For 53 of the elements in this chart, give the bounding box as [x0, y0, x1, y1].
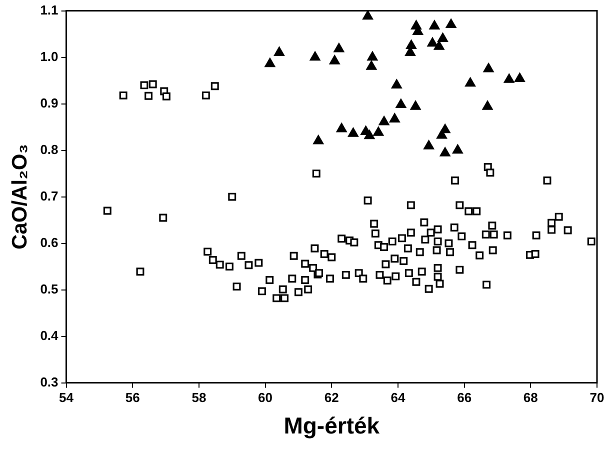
point	[364, 130, 375, 140]
y-tick-label: 0.9	[40, 95, 58, 110]
point	[424, 140, 434, 150]
y-axis-title: CaO/Al₂O₃	[8, 144, 32, 250]
point	[482, 100, 493, 110]
point	[362, 10, 373, 20]
point	[465, 78, 476, 87]
point	[436, 130, 447, 139]
x-tick-label: 54	[59, 390, 74, 406]
y-tick-label: 0.4	[40, 328, 60, 343]
point	[483, 63, 494, 72]
point	[392, 79, 402, 88]
x-axis-title: Mg-érték	[284, 412, 380, 439]
point	[440, 147, 450, 156]
x-tick-label: 70	[590, 390, 604, 406]
y-tick-label: 0.7	[40, 188, 58, 204]
x-tick-label: 66	[457, 390, 472, 406]
point	[373, 126, 384, 136]
point	[274, 46, 284, 56]
x-tick-label: 60	[258, 390, 273, 406]
point	[406, 40, 416, 49]
x-tick-label: 68	[523, 390, 538, 406]
point	[367, 52, 378, 61]
point	[410, 100, 421, 110]
point	[334, 43, 344, 52]
x-tick-label: 58	[192, 390, 206, 406]
point	[514, 72, 525, 82]
point	[446, 18, 456, 28]
point	[429, 20, 440, 30]
point	[264, 58, 276, 68]
point	[452, 144, 463, 154]
y-tick-label: 0.5	[40, 281, 58, 296]
point	[366, 60, 377, 70]
y-tick-label: 0.8	[40, 142, 58, 157]
point	[313, 135, 324, 144]
point	[427, 38, 438, 47]
point	[348, 128, 358, 137]
point	[329, 55, 340, 64]
y-tick-label: 0.3	[40, 374, 58, 390]
point	[378, 116, 390, 126]
point	[504, 74, 514, 83]
y-tick-label: 1.0	[40, 48, 58, 64]
point	[310, 52, 320, 61]
point	[434, 40, 444, 50]
point	[396, 98, 406, 108]
point	[438, 32, 448, 42]
x-tick-label: 56	[125, 390, 140, 406]
x-tick-label: 62	[324, 390, 339, 406]
x-tick-label: 64	[390, 390, 406, 406]
y-tick-label: 0.6	[40, 234, 58, 250]
y-tick-label: 1.1	[40, 2, 58, 18]
point	[336, 123, 347, 132]
point	[390, 113, 400, 122]
